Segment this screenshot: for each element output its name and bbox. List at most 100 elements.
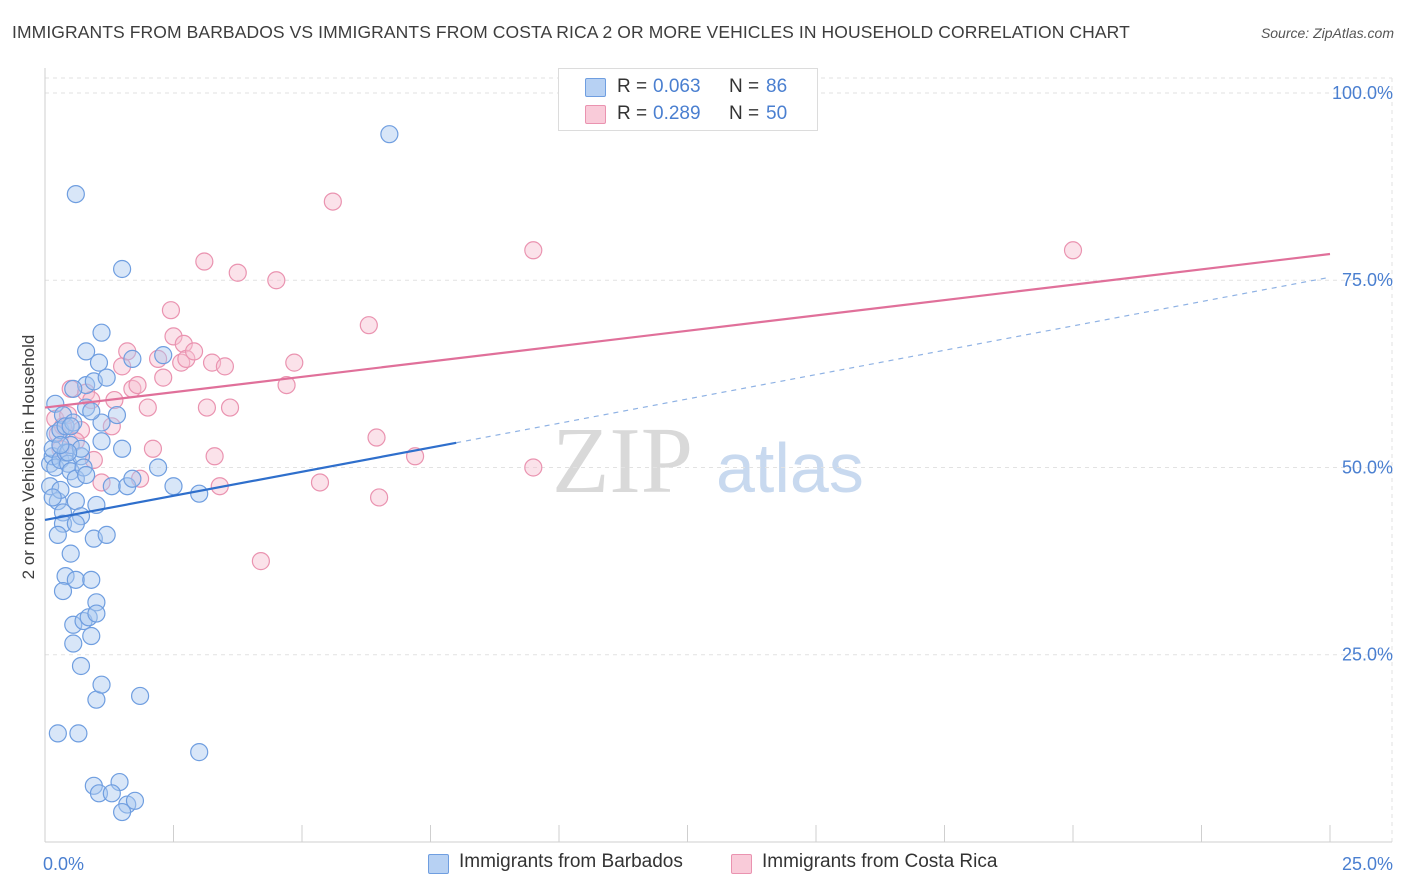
point-barbados [53, 514, 73, 533]
legend-r-value: 0.289 [653, 103, 701, 124]
point-barbados [64, 615, 83, 634]
point-barbados [102, 784, 121, 803]
legend-swatch-costa-rica [731, 854, 752, 874]
point-costa-rica [197, 398, 217, 417]
trend-line-costa-rica [44, 252, 1331, 409]
point-barbados [66, 514, 85, 533]
point-costa-rica [524, 241, 543, 260]
point-costa-rica [102, 417, 121, 436]
point-barbados [380, 125, 399, 144]
point-barbados [69, 724, 88, 743]
x-tick-labels: 0.0% 25.0% [43, 854, 1393, 874]
point-costa-rica [215, 357, 234, 376]
legend-swatch-barbados [585, 78, 606, 97]
point-costa-rica [92, 473, 111, 492]
source-label: Source: ZipAtlas.com [1260, 25, 1394, 41]
point-barbados [190, 743, 209, 762]
point-barbados [112, 259, 132, 279]
point-barbados [148, 458, 168, 477]
y-tick-labels: 25.0% 50.0% 75.0% 100.0% [1332, 83, 1393, 665]
point-barbados [92, 675, 111, 694]
legend-series: Immigrants from Barbados Immigrants from… [0, 851, 1406, 877]
point-barbados [89, 784, 109, 803]
y-axis-label: 2 or more Vehicles in Household [19, 335, 38, 580]
point-barbados [53, 581, 73, 601]
point-barbados [61, 417, 80, 436]
point-barbados [112, 802, 132, 822]
point-costa-rica [323, 192, 342, 211]
point-barbados [130, 686, 150, 706]
axes [44, 68, 1392, 843]
point-barbados [123, 349, 142, 368]
chart-title: IMMIGRANTS FROM BARBADOS VS IMMIGRANTS F… [12, 22, 1130, 42]
trend-lines [44, 252, 1331, 522]
point-costa-rica [359, 316, 378, 335]
point-barbados [164, 477, 183, 496]
x-tick-label: 25.0% [1342, 854, 1393, 874]
point-barbados [51, 435, 70, 455]
point-barbados [82, 626, 101, 646]
point-barbados [97, 525, 116, 545]
point-barbados [125, 791, 145, 810]
point-barbados [64, 634, 83, 653]
point-costa-rica [177, 349, 196, 368]
point-barbados [66, 184, 85, 204]
point-barbados [112, 439, 132, 458]
legend-r-label: R = [617, 103, 648, 124]
point-barbados [41, 477, 60, 496]
point-costa-rica [184, 342, 204, 361]
point-barbados [66, 570, 85, 589]
point-barbados [82, 570, 101, 589]
point-barbados [48, 525, 67, 545]
watermark: ZIP atlas [552, 409, 864, 513]
legend-n-label: N = [729, 103, 760, 124]
point-barbados [48, 724, 67, 743]
point-barbados [77, 342, 96, 361]
point-barbados [92, 413, 111, 432]
legend-n-label: N = [729, 76, 760, 97]
point-costa-rica [138, 398, 157, 417]
point-barbados [61, 435, 80, 455]
point-costa-rica [1063, 241, 1083, 260]
point-costa-rica [367, 428, 386, 447]
point-costa-rica [174, 334, 193, 354]
x-tick-label: 0.0% [43, 854, 84, 874]
point-costa-rica [154, 368, 173, 387]
point-costa-rica [71, 420, 91, 440]
x-tick-marks [44, 825, 1331, 842]
legend-swatch-costa-rica [585, 105, 606, 124]
legend-r-label: R = [617, 76, 648, 97]
trend-line-barbados-extension [456, 276, 1331, 444]
point-costa-rica [143, 439, 163, 458]
point-barbados [56, 566, 75, 586]
point-costa-rica [195, 252, 214, 271]
trend-line-barbados [44, 441, 457, 522]
point-barbados [87, 604, 106, 623]
legend-row-barbados: R = 0.063 N = 86 [559, 74, 817, 100]
point-barbados [154, 346, 173, 365]
point-barbados [82, 402, 101, 421]
point-barbados [71, 656, 91, 676]
legend-label-barbados: Immigrants from Barbados [459, 851, 683, 872]
point-barbados [89, 353, 109, 372]
point-costa-rica [267, 271, 286, 290]
watermark-atlas: atlas [716, 429, 864, 507]
point-costa-rica [370, 488, 389, 507]
point-barbados [64, 379, 83, 398]
point-barbados [92, 323, 111, 342]
point-costa-rica [205, 447, 224, 466]
point-barbados [107, 405, 127, 425]
point-barbados [123, 469, 142, 488]
legend-n-value: 86 [766, 76, 788, 97]
legend-swatch-barbados [428, 854, 449, 874]
series-costa-rica [46, 192, 1083, 571]
point-costa-rica [285, 353, 304, 372]
point-barbados [51, 480, 70, 500]
point-costa-rica [164, 327, 183, 346]
y-tick-label: 75.0% [1342, 270, 1393, 290]
point-barbados [43, 488, 62, 507]
point-costa-rica [277, 375, 296, 395]
point-costa-rica [524, 458, 543, 477]
legend-row-costa-rica: R = 0.289 N = 50 [559, 101, 817, 127]
